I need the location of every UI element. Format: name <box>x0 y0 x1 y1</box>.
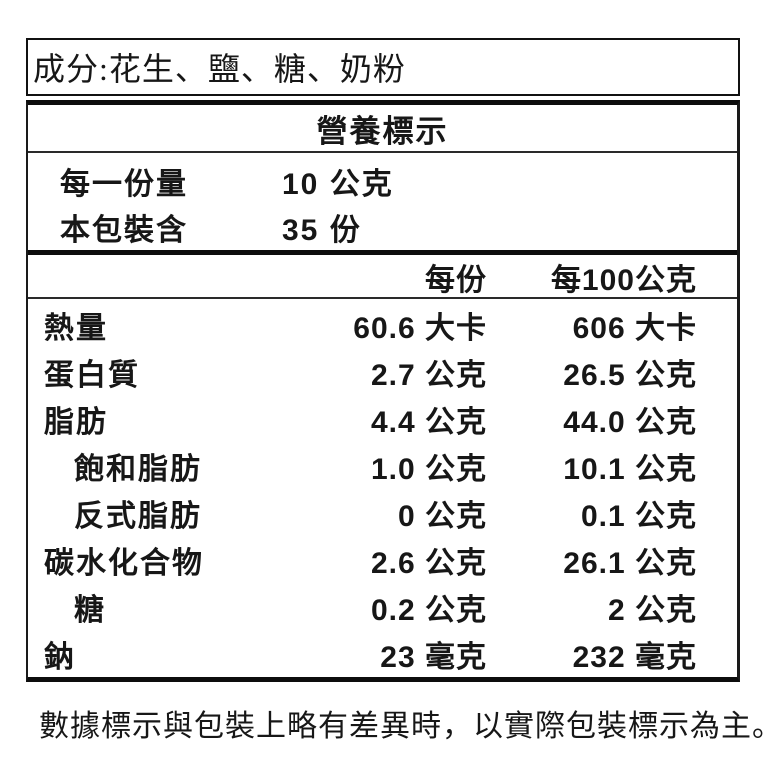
per-serving-value: 4.4 公克 <box>370 405 487 439</box>
per-serving-value: 0.2 公克 <box>370 593 487 627</box>
nutrient-label: 熱量 <box>44 311 108 345</box>
per-100g-value: 10.1 公克 <box>563 452 697 486</box>
nutrient-label: 鈉 <box>44 640 76 674</box>
per-serving-value: 23 毫克 <box>380 640 487 674</box>
table-row-sugar: 糖 0.2 公克 2 公克 <box>28 583 737 630</box>
nutrition-title-row: 營養標示 <box>28 105 737 153</box>
per-serving-value: 1.0 公克 <box>370 452 487 486</box>
nutrition-title: 營養標示 <box>316 113 449 149</box>
table-row-sodium: 鈉 23 毫克 232 毫克 <box>28 630 737 677</box>
nutrient-label: 碳水化合物 <box>44 546 204 580</box>
table-row-protein: 蛋白質 2.7 公克 26.5 公克 <box>28 348 737 395</box>
column-header-per-100g: 每100公克 <box>550 264 697 297</box>
per-100g-value: 606 大卡 <box>572 311 697 345</box>
per-100g-value: 26.5 公克 <box>563 358 697 392</box>
column-header-row: 每份 每100公克 <box>28 255 737 299</box>
per-100g-value: 232 毫克 <box>572 640 697 674</box>
per-serving-value: 2.7 公克 <box>370 358 487 392</box>
per-serving-value: 2.6 公克 <box>370 546 487 580</box>
per-100g-value: 0.1 公克 <box>580 499 697 533</box>
per-serving-value: 60.6 大卡 <box>353 311 487 345</box>
disclaimer-text: 數據標示與包裝上略有差異時，以實際包裝標示為主。 <box>39 710 780 743</box>
serving-size-value: 10 公克 <box>282 168 394 201</box>
nutrient-rows: 熱量 60.6 大卡 606 大卡 蛋白質 2.7 公克 26.5 公克 脂肪 … <box>28 299 737 677</box>
nutrient-label: 飽和脂肪 <box>74 452 202 486</box>
nutrient-label: 脂肪 <box>44 405 108 439</box>
per-100g-value: 2 公克 <box>607 593 697 627</box>
per-100g-value: 26.1 公克 <box>563 546 697 580</box>
ingredients-box: 成分:花生、鹽、糖、奶粉 <box>26 38 740 96</box>
per-100g-value: 44.0 公克 <box>563 405 697 439</box>
table-row-saturated-fat: 飽和脂肪 1.0 公克 10.1 公克 <box>28 442 737 489</box>
servings-per-package-label: 本包裝含 <box>60 214 188 247</box>
nutrient-label: 反式脂肪 <box>74 499 202 533</box>
column-header-per-serving: 每份 <box>425 264 487 297</box>
table-row-trans-fat: 反式脂肪 0 公克 0.1 公克 <box>28 489 737 536</box>
servings-per-package-value: 35 份 <box>282 214 362 247</box>
serving-section: 每一份量 10 公克 本包裝含 35 份 <box>28 153 737 255</box>
servings-per-package-row: 本包裝含 35 份 <box>28 204 737 250</box>
table-row-carbohydrate: 碳水化合物 2.6 公克 26.1 公克 <box>28 536 737 583</box>
serving-size-label: 每一份量 <box>60 168 188 201</box>
serving-size-row: 每一份量 10 公克 <box>28 158 737 204</box>
nutrition-table: 營養標示 每一份量 10 公克 本包裝含 35 份 每份 每100公克 熱量 6… <box>26 100 740 682</box>
per-serving-value: 0 公克 <box>397 499 487 533</box>
ingredients-text: 成分:花生、鹽、糖、奶粉 <box>33 51 406 87</box>
nutrient-label: 蛋白質 <box>44 358 140 392</box>
table-row-calories: 熱量 60.6 大卡 606 大卡 <box>28 301 737 348</box>
table-row-fat: 脂肪 4.4 公克 44.0 公克 <box>28 395 737 442</box>
nutrient-label: 糖 <box>74 593 106 627</box>
